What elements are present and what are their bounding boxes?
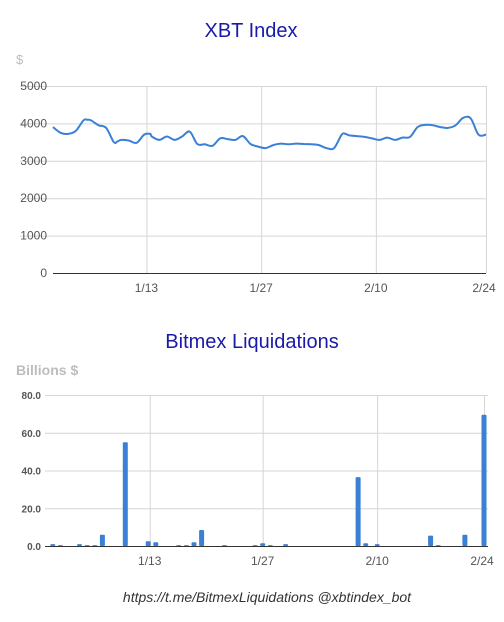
chart1-y-tick-label: 1000 xyxy=(20,229,47,243)
chart2-y-tick-label: 0.0 xyxy=(27,542,41,553)
chart2-bar xyxy=(355,477,361,546)
chart1-x-tick-label: 1/27 xyxy=(249,281,273,295)
chart2-bar xyxy=(363,543,369,546)
chart2-y-unit: Billions $ xyxy=(16,362,78,378)
chart2-bar xyxy=(462,534,468,546)
chart2-x-ticks: 1/13 1/27 2/10 2/24 xyxy=(138,554,494,568)
chart1-gridlines xyxy=(20,86,487,273)
liquidations-chart: Bitmex Liquidations Billions $ 0.0 20.0 40… xyxy=(16,331,494,568)
chart2-bar xyxy=(428,535,434,546)
chart1-title: XBT Index xyxy=(204,20,297,42)
chart2-x-tick-label: 2/10 xyxy=(365,554,389,568)
chart2-bars xyxy=(50,414,487,546)
chart2-bar xyxy=(99,534,105,546)
chart1-y-tick-label: 0 xyxy=(40,266,47,280)
chart2-bar xyxy=(183,545,189,546)
chart1-x-tick-label: 1/13 xyxy=(135,281,159,295)
chart1-x-ticks: 1/13 1/27 2/10 2/24 xyxy=(135,281,496,295)
chart2-y-tick-label: 80.0 xyxy=(22,391,42,402)
chart1-y-unit: $ xyxy=(16,52,24,67)
chart2-bar xyxy=(122,442,128,546)
chart2-bar xyxy=(50,544,56,546)
chart2-x-tick-label: 2/24 xyxy=(470,554,494,568)
chart1-y-tick-label: 2000 xyxy=(20,191,47,205)
chart2-bar xyxy=(199,530,205,546)
chart2-y-tick-label: 40.0 xyxy=(22,467,42,478)
chart2-title: Bitmex Liquidations xyxy=(165,331,338,353)
chart2-bar xyxy=(481,414,487,546)
chart2-bar xyxy=(191,542,197,546)
chart2-bar xyxy=(260,543,266,546)
chart2-bar xyxy=(145,541,151,546)
chart2-bar xyxy=(222,545,227,546)
chart2-bar xyxy=(176,545,182,546)
chart2-y-ticks: 0.0 20.0 40.0 60.0 80.0 xyxy=(22,391,42,553)
chart2-bar xyxy=(267,545,273,546)
chart2-bar xyxy=(153,542,159,546)
chart2-bar xyxy=(283,544,289,546)
footer-credit: https://t.me/BitmexLiquidations @xbtinde… xyxy=(123,589,412,605)
chart2-bar xyxy=(92,545,98,546)
chart1-y-tick-label: 3000 xyxy=(20,154,47,168)
chart2-bar xyxy=(252,545,258,546)
chart1-y-tick-label: 5000 xyxy=(20,79,47,93)
chart2-bar xyxy=(374,544,380,546)
chart2-x-tick-label: 1/27 xyxy=(251,554,275,568)
chart1-series-line xyxy=(52,115,487,151)
chart1-x-tick-label: 2/10 xyxy=(364,281,388,295)
chart2-y-tick-label: 60.0 xyxy=(22,429,42,440)
chart2-y-tick-label: 20.0 xyxy=(22,504,42,515)
chart2-bar xyxy=(435,545,441,546)
chart1-x-tick-label: 2/24 xyxy=(472,281,496,295)
chart2-bar xyxy=(77,544,82,546)
chart2-x-tick-label: 1/13 xyxy=(138,554,162,568)
chart1-y-tick-label: 4000 xyxy=(20,116,47,130)
chart2-bar xyxy=(57,545,63,546)
chart2-bar xyxy=(84,545,90,546)
chart2-gridlines xyxy=(45,395,488,546)
chart1-y-ticks: 0 1000 2000 3000 4000 5000 xyxy=(20,79,47,280)
